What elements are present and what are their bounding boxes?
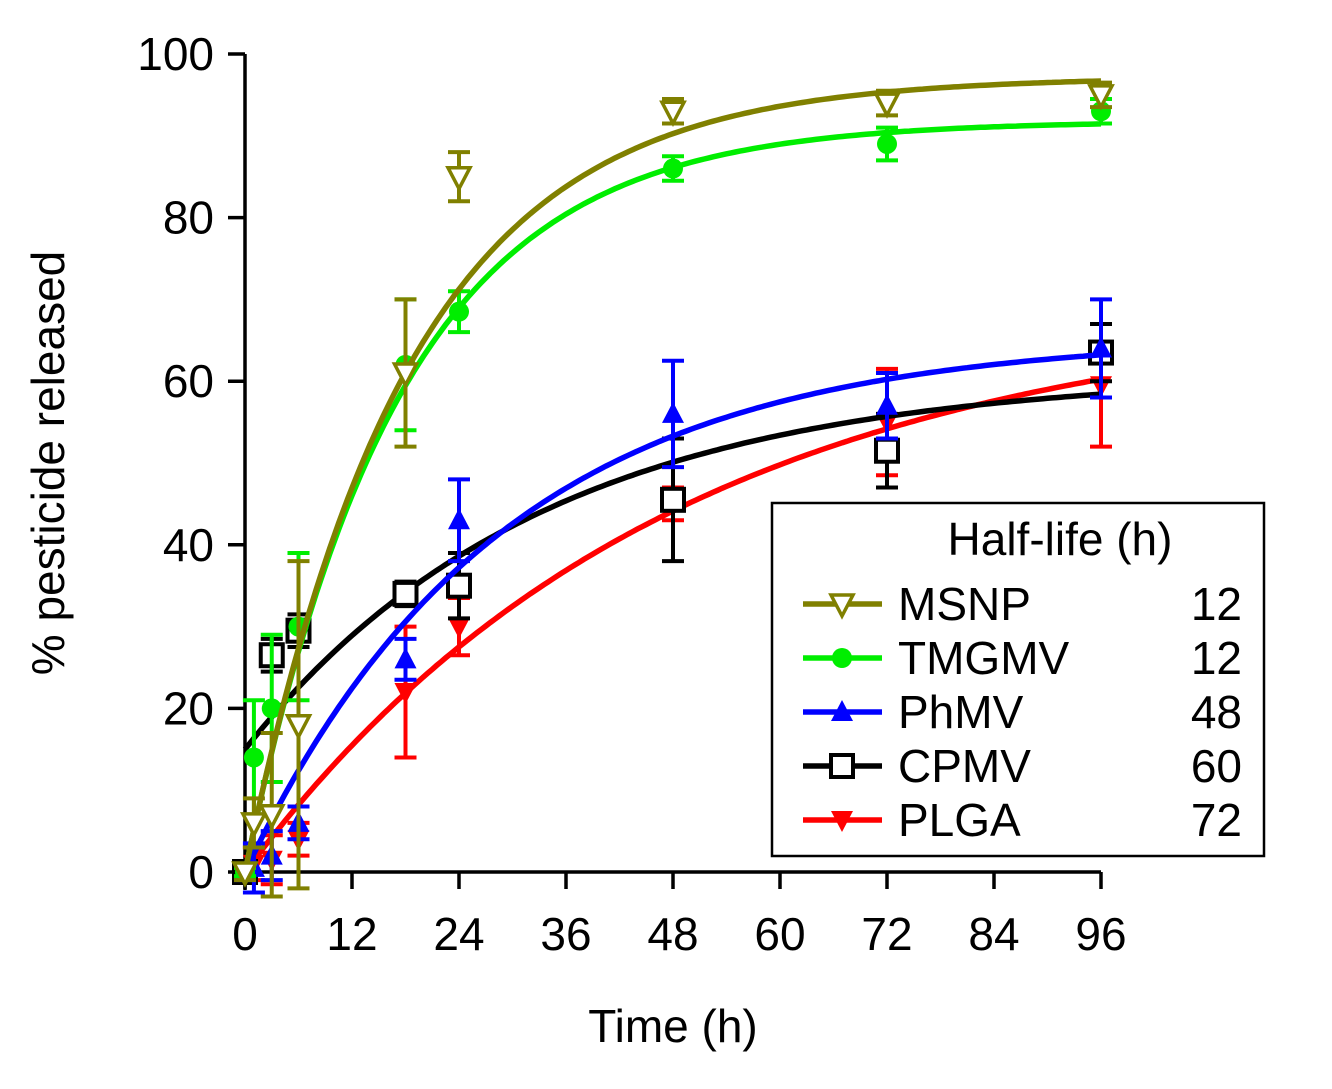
x-tick-label: 0 (232, 908, 258, 960)
x-tick-label: 72 (861, 908, 912, 960)
data-point (284, 714, 313, 741)
data-point (243, 747, 264, 768)
x-tick-label: 48 (647, 908, 698, 960)
legend-frame (770, 501, 1266, 858)
data-point (445, 165, 473, 193)
x-tick-label: 12 (326, 908, 377, 960)
legend-half-life: 48 (1191, 686, 1242, 738)
data-point (877, 133, 897, 154)
legend-marker (828, 593, 856, 620)
plot-area (231, 78, 1115, 899)
data-point (660, 486, 686, 513)
data-point (874, 437, 900, 464)
legend-entry-tmgmv: TMGMV 12 (803, 632, 1242, 684)
data-point (1090, 336, 1112, 358)
legend-name: MSNP (898, 578, 1031, 630)
y-axis-title: % pesticide released (22, 251, 74, 675)
data-point (1087, 84, 1115, 111)
data-point (391, 362, 420, 389)
x-tick-label: 96 (1075, 908, 1126, 960)
data-point (448, 508, 470, 530)
legend-name: CPMV (898, 740, 1031, 792)
legend-name: PhMV (898, 686, 1024, 738)
x-tick-label: 84 (968, 908, 1019, 960)
y-tick-label: 20 (163, 682, 214, 734)
data-point (663, 158, 683, 179)
data-point (659, 100, 687, 128)
x-tick-label: 24 (433, 908, 484, 960)
axes: 0 20 40 60 80 100 0 12 24 36 48 60 72 84 96 (137, 28, 1126, 960)
data-point (257, 803, 286, 831)
legend-name: TMGMV (898, 632, 1070, 684)
legend-entry-plga: PLGA 72 (803, 794, 1242, 846)
legend-name: PLGA (898, 794, 1021, 846)
data-point (231, 861, 259, 888)
data-point (873, 92, 901, 119)
legend-marker (829, 753, 855, 779)
data-point (449, 301, 469, 322)
y-tick-label: 100 (137, 28, 214, 80)
legend-entry-cpmv: CPMV 60 (803, 740, 1242, 792)
y-tick-label: 40 (163, 519, 214, 571)
series-msnp (231, 78, 1115, 899)
legend-header: Half-life (h) (948, 513, 1173, 565)
fit-curve-msnp (242, 78, 1102, 873)
data-point (662, 401, 684, 423)
legend-marker (831, 700, 853, 721)
y-tick-label: 0 (188, 846, 214, 898)
data-point (394, 647, 417, 669)
legend-entry-phmv: PhMV 48 (803, 686, 1242, 738)
legend-half-life: 60 (1191, 740, 1242, 792)
y-tick-label: 80 (163, 192, 214, 244)
data-point (446, 572, 472, 599)
legend-entry-msnp: MSNP 12 (803, 578, 1242, 630)
data-point (240, 812, 268, 839)
legend-half-life: 12 (1191, 578, 1242, 630)
data-point (448, 617, 470, 639)
legend-half-life: 72 (1191, 794, 1242, 846)
legend-half-life: 12 (1191, 632, 1242, 684)
legend-marker (832, 648, 852, 668)
y-tick-label: 60 (163, 355, 214, 407)
data-point (394, 683, 417, 705)
data-point (261, 698, 282, 719)
x-tick-label: 60 (754, 908, 805, 960)
legend-marker (831, 811, 853, 832)
data-point (876, 393, 898, 415)
x-tick-label: 36 (540, 908, 591, 960)
x-axis-title: Time (h) (588, 1000, 758, 1052)
data-point (392, 580, 419, 607)
